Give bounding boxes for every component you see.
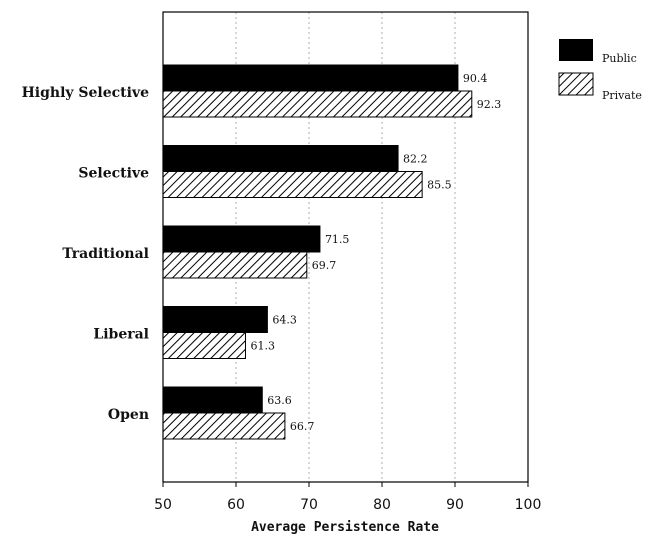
x-axis-ticks: 50 60 70 80 90 100 xyxy=(154,482,541,513)
bar-private xyxy=(162,251,308,279)
legend: Public Private xyxy=(558,39,642,102)
bar-public xyxy=(162,64,459,92)
data-label: 82.2 xyxy=(403,153,428,166)
category-labels: Highly Selective Selective Traditional Libe… xyxy=(22,85,150,423)
data-label: 61.3 xyxy=(250,340,274,353)
bar-public xyxy=(162,225,321,253)
category-label: Selective xyxy=(78,166,149,182)
x-axis-title: Average Persistence Rate xyxy=(251,520,439,535)
x-tick-label: 90 xyxy=(446,497,464,513)
legend-swatch-private xyxy=(558,72,594,96)
data-label: 63.6 xyxy=(267,394,292,407)
category-label: Liberal xyxy=(93,327,149,343)
data-label: 85.5 xyxy=(427,179,452,192)
data-label: 90.4 xyxy=(463,72,488,85)
data-label: 92.3 xyxy=(477,98,502,111)
plot-area xyxy=(162,11,529,483)
bar-private xyxy=(162,332,246,359)
x-tick-label: 50 xyxy=(154,497,172,513)
data-label: 71.5 xyxy=(325,233,350,246)
bar-public xyxy=(162,145,399,172)
bar-private xyxy=(162,90,473,118)
category-label: Open xyxy=(108,407,149,423)
x-tick-label: 70 xyxy=(300,497,318,513)
category-label: Traditional xyxy=(62,246,149,262)
data-label: 66.7 xyxy=(290,420,315,433)
bar-public xyxy=(162,386,263,414)
bar-private xyxy=(162,171,423,198)
legend-swatch-public xyxy=(559,39,593,61)
data-label: 69.7 xyxy=(312,259,337,272)
category-label: Highly Selective xyxy=(22,85,150,101)
bar-private xyxy=(162,412,286,440)
data-label: 64.3 xyxy=(272,314,297,327)
legend-label-public: Public xyxy=(602,52,637,65)
x-tick-label: 100 xyxy=(515,497,542,513)
bar-public xyxy=(162,306,268,333)
x-tick-label: 80 xyxy=(373,497,391,513)
x-tick-label: 60 xyxy=(227,497,245,513)
legend-label-private: Private xyxy=(602,89,642,102)
bars: 90.4 92.3 82.2 85.5 71.5 69.7 64.3 61.3 63.6 66.7 xyxy=(162,64,502,440)
